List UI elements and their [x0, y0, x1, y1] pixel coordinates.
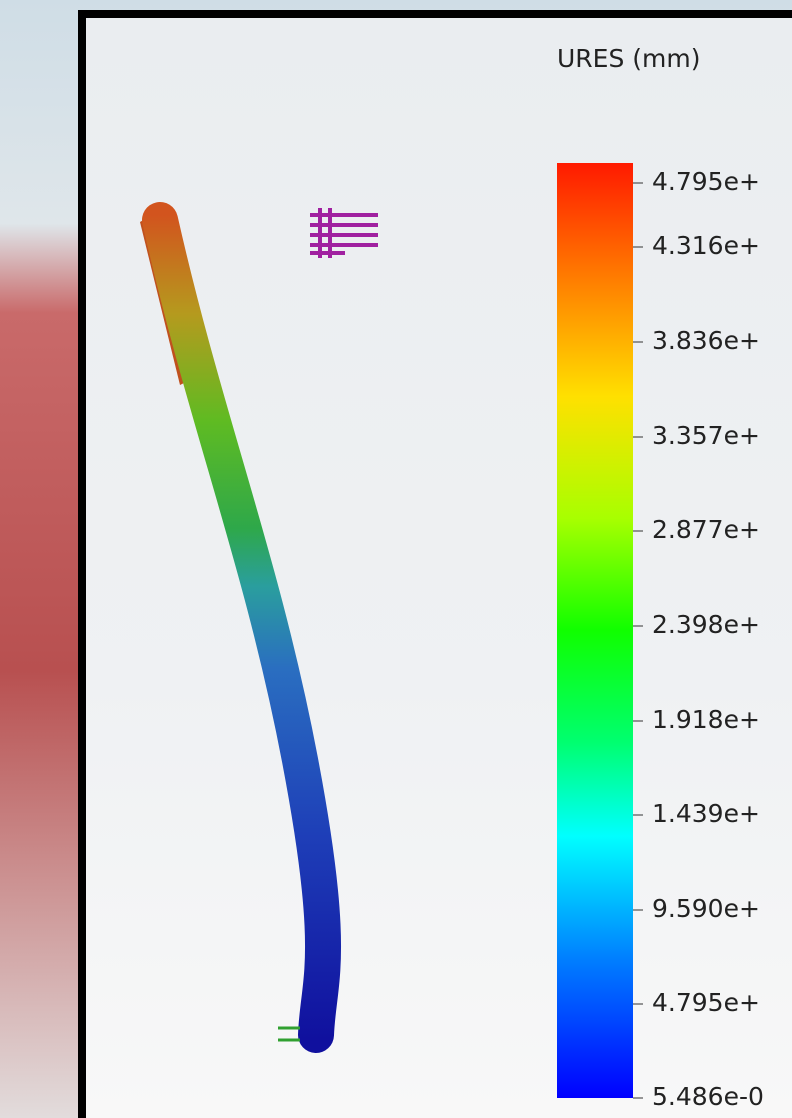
legend-label: 1.918e+ [652, 705, 760, 734]
legend-label: 3.357e+ [652, 421, 760, 450]
legend-label: 4.795e+ [652, 167, 760, 196]
legend-label: 9.590e+ [652, 894, 760, 923]
page: URES (mm) 4.795e+ 4.316e+ 3.836e+ 3.357e+ 2.… [0, 0, 792, 1118]
legend-label: 4.795e+ [652, 988, 760, 1017]
legend-label: 3.836e+ [652, 326, 760, 355]
legend-label: 4.316e+ [652, 231, 760, 260]
legend-label: 2.877e+ [652, 515, 760, 544]
color-bar [557, 163, 633, 1098]
screenshot: URES (mm) 4.795e+ 4.316e+ 3.836e+ 3.357e+ 2.… [0, 0, 792, 1118]
legend-label: 5.486e-0 [652, 1082, 764, 1111]
legend-label: 1.439e+ [652, 799, 760, 828]
legend-title: URES (mm) [557, 44, 701, 73]
legend-label: 2.398e+ [652, 610, 760, 639]
